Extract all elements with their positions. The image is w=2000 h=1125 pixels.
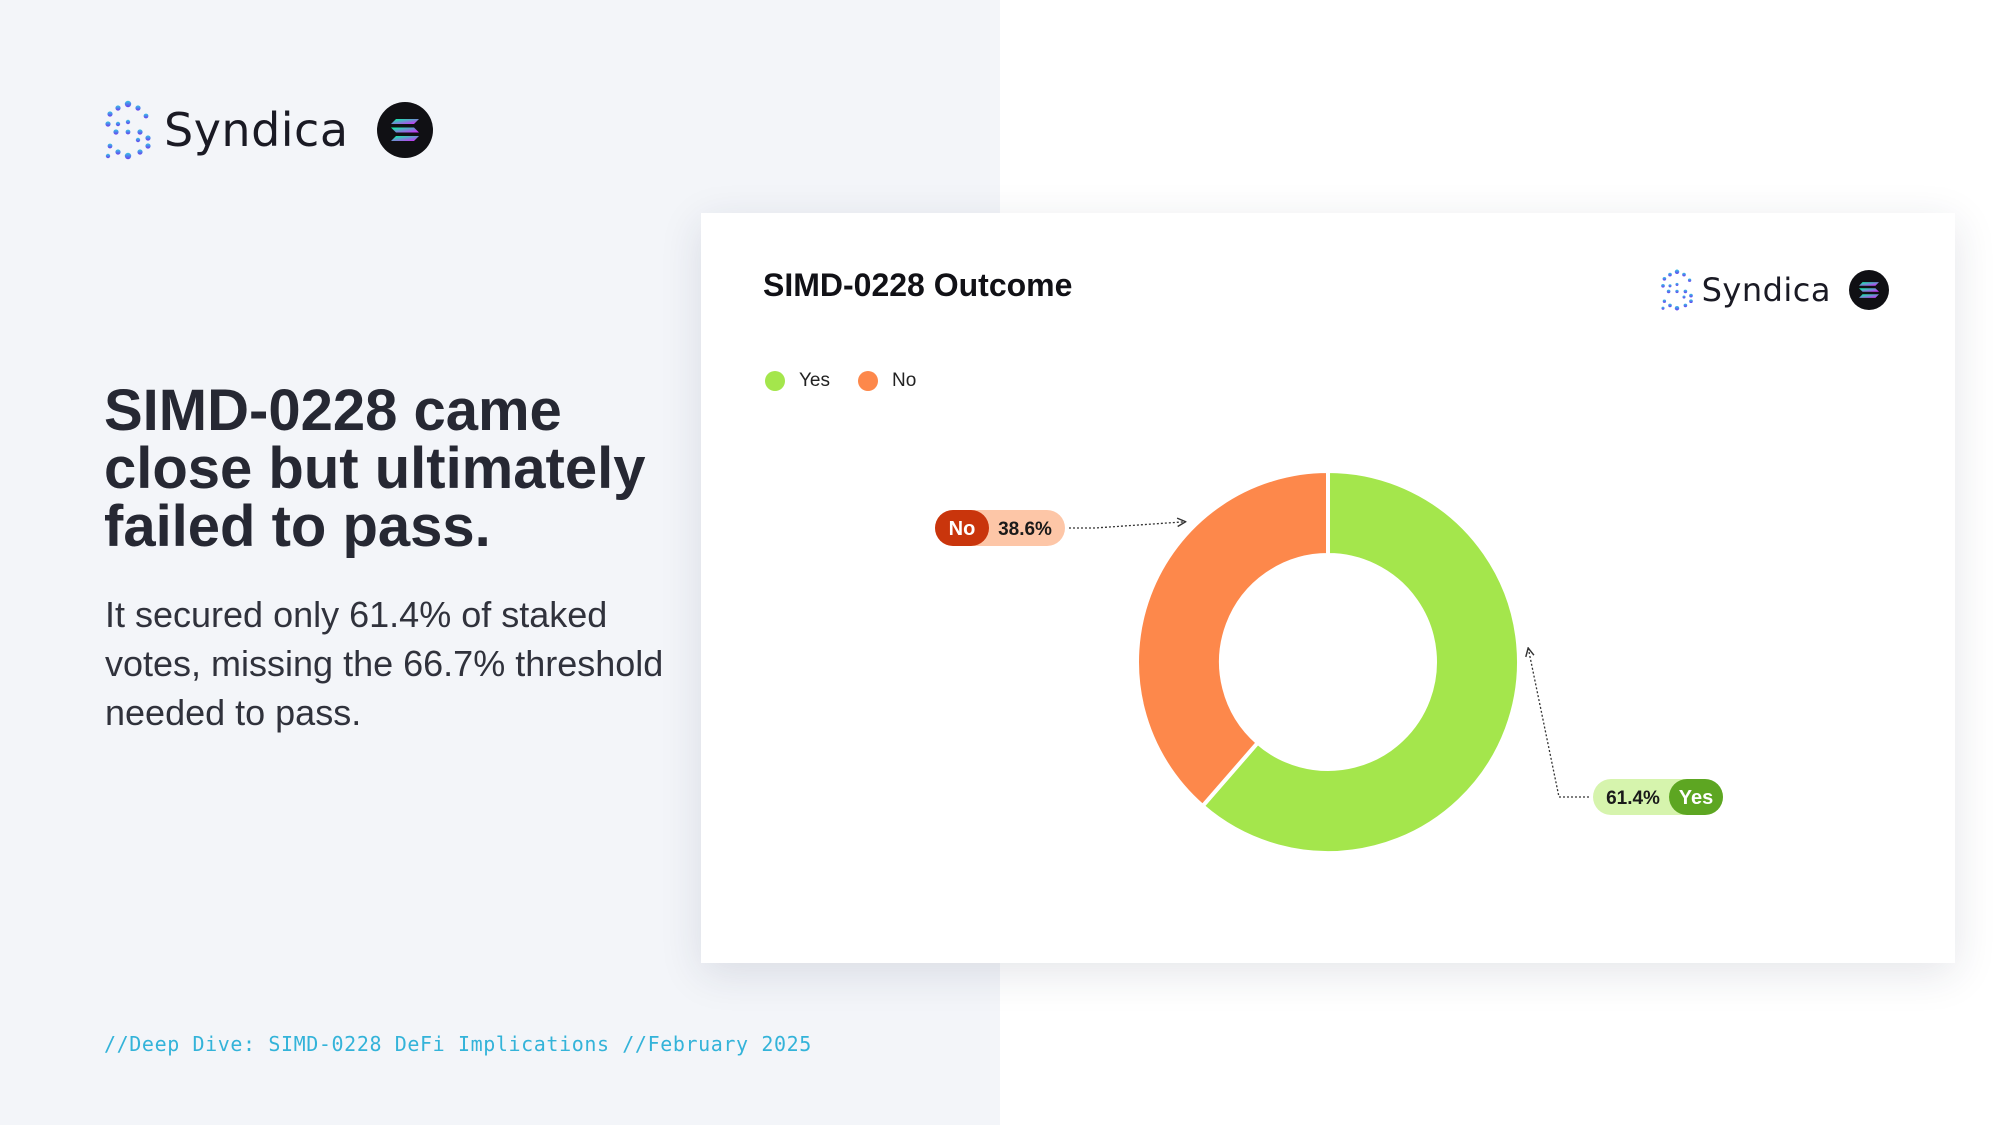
leader-line-no <box>1069 522 1186 529</box>
legend-label-yes: Yes <box>799 370 830 391</box>
brand-name: Syndica <box>164 103 349 157</box>
donut-slice-yes <box>1200 469 1521 855</box>
syndica-mark-icon <box>1660 269 1693 311</box>
chart-card: SIMD-0228 Outcome Syndica <box>701 213 1955 963</box>
leader-line-yes <box>1528 648 1589 798</box>
legend-item-yes[interactable]: Yes <box>765 370 830 392</box>
syndica-logo: Syndica <box>104 100 433 160</box>
subtext: It secured only 61.4% of staked votes, m… <box>105 594 664 733</box>
donut-chart: 61.4% Yes No 38.6% <box>935 469 1723 855</box>
legend-swatch-no <box>858 371 878 391</box>
solana-badge-icon <box>1849 270 1889 310</box>
chart-legend: Yes No <box>765 370 944 392</box>
solana-badge-icon <box>376 102 433 158</box>
data-label-yes-value: 61.4% <box>1606 788 1660 809</box>
legend-swatch-yes <box>765 371 785 391</box>
headline: SIMD-0228 came close but ultimately fail… <box>104 378 646 559</box>
data-label-yes: 61.4% Yes <box>1593 779 1723 815</box>
brand-name: Syndica <box>1701 271 1831 309</box>
legend-item-no[interactable]: No <box>858 370 916 392</box>
data-label-no: No 38.6% <box>935 510 1065 546</box>
donut-slice-no <box>1135 469 1330 809</box>
legend-label-no: No <box>892 370 917 391</box>
chart-title: SIMD-0228 Outcome <box>763 267 1073 303</box>
data-label-yes-category: Yes <box>1679 787 1713 809</box>
footer-caption: //Deep Dive: SIMD-0228 DeFi Implications… <box>104 1032 812 1056</box>
syndica-mark-icon <box>105 100 151 160</box>
data-label-no-category: No <box>949 518 976 540</box>
data-label-no-value: 38.6% <box>998 519 1052 540</box>
card-syndica-logo: Syndica <box>1660 269 1889 311</box>
